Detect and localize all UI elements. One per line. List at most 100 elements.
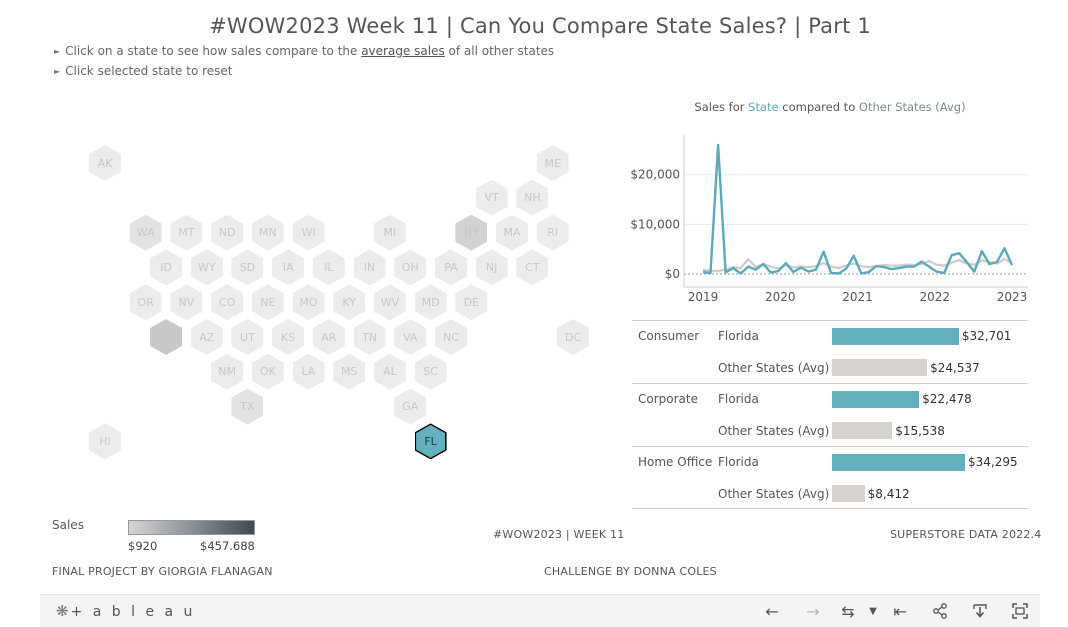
state-hex-tn[interactable]: TN [353,319,386,355]
state-bar[interactable] [832,454,965,471]
state-hex-ny[interactable]: NY [455,214,488,251]
avg-row-label: Other States (Avg) [718,487,830,501]
x-tick-label: 2019 [688,290,719,304]
footer-challenge: CHALLENGE BY DONNA COLES [544,565,717,578]
download-icon[interactable] [968,599,992,623]
state-row-label: Florida [718,329,759,343]
state-hex-fl[interactable]: FL [414,423,447,460]
state-hex-hi[interactable]: HI [89,423,121,460]
state-row-label: Florida [718,455,759,469]
state-hex-al[interactable]: AL [373,353,406,390]
tableau-cross-icon: ❋ [56,602,69,620]
state-hex-mt[interactable]: MT [170,214,203,251]
state-hex-oh[interactable]: OH [394,249,427,286]
state-hex-az[interactable]: AZ [190,319,223,355]
undo-icon[interactable]: ← [765,601,779,621]
state-hex-nv[interactable]: NV [170,284,203,321]
average-sales-link[interactable]: average sales [361,44,445,58]
state-hex-pa[interactable]: PA [434,249,467,286]
state-hex-id[interactable]: ID [150,249,183,286]
revert-dropdown-icon[interactable]: ▼ [869,605,877,617]
share-icon[interactable] [928,599,952,623]
tableau-logo[interactable]: ❋ + a b l e a u [56,602,195,620]
state-bar-value: $32,701 [961,329,1012,343]
state-hex-in[interactable]: IN [353,249,386,286]
state-hex-label: FL [416,424,446,458]
state-hex-sc[interactable]: SC [414,353,447,390]
avg-bar[interactable] [832,359,928,376]
sales-color-legend [128,520,255,535]
state-hex-mn[interactable]: MN [251,214,284,251]
footer-author: FINAL PROJECT BY GIORGIA FLANAGAN [52,565,273,578]
fullscreen-icon[interactable] [1008,599,1032,623]
state-bar[interactable] [832,391,920,408]
legend-max: $457.688 [200,539,255,553]
state-hex-nm[interactable]: NM [211,353,244,390]
state-hex-mo[interactable]: MO [292,284,325,321]
state-hex-co[interactable]: CO [211,284,244,321]
state-hex-or[interactable]: OR [129,284,162,321]
segment-label: Consumer [638,329,700,343]
state-hex-ne[interactable]: NE [251,284,284,321]
avg-bar[interactable] [832,485,865,502]
state-hex-ia[interactable]: IA [272,249,305,286]
title-part: compared to [778,100,859,114]
logo-text: + a b l e a u [70,604,196,620]
avg-bar-value: $15,538 [895,424,945,438]
state-hex-dc[interactable]: DC [557,319,590,355]
state-hex-ca[interactable]: CA [150,319,183,355]
avg-row-label: Other States (Avg) [718,361,830,375]
avg-bar-value: $8,412 [867,487,910,501]
instruction-1: ► Click on a state to see how sales compa… [54,44,554,58]
state-hex-va[interactable]: VA [394,319,427,355]
segment-corporate: Corporate Florida $22,478 Other States (… [632,383,1028,446]
sales-line-chart[interactable]: $0 $10,000 $20,000 2019 2020 2021 2022 2023 [620,125,1040,310]
state-hex-nh[interactable]: NH [516,179,549,216]
state-hex-ut[interactable]: UT [231,319,264,355]
segment-consumer: Consumer Florida $32,701 Other States (A… [632,320,1028,383]
state-hex-nd[interactable]: ND [211,214,244,251]
state-hex-wy[interactable]: WY [190,249,223,286]
state-hex-ms[interactable]: MS [333,353,366,390]
state-hex-sd[interactable]: SD [231,249,264,286]
state-hex-de[interactable]: DE [455,284,488,321]
state-bar-value: $22,478 [922,392,972,406]
state-hex-wv[interactable]: WV [373,284,406,321]
state-bar-value: $34,295 [968,455,1018,469]
state-hex-map[interactable]: AK ME VT NH WA MT ND MN WI MI NY MA RI ID WY SD IA IL IN OH… [0,0,620,520]
x-tick-label: 2022 [919,290,950,304]
state-hex-me[interactable]: ME [536,145,569,181]
footer-wow: #WOW2023 | WEEK 11 [493,528,625,541]
instruction-2: ► Click selected state to reset [54,64,233,78]
revert-icon[interactable]: ⇆ [841,601,855,621]
avg-bar[interactable] [832,422,893,439]
state-hex-ak[interactable]: AK [89,145,121,181]
line-chart-title: Sales for State compared to Other States… [632,100,1028,114]
state-hex-tx[interactable]: TX [231,388,264,425]
state-hex-wa[interactable]: WA [129,214,162,251]
state-hex-la[interactable]: LA [292,353,325,390]
instruction-text: of all other states [444,44,555,58]
state-hex-mi[interactable]: MI [373,214,406,251]
state-hex-il[interactable]: IL [312,249,345,286]
state-hex-ok[interactable]: OK [251,353,284,390]
state-hex-ky[interactable]: KY [333,284,366,321]
state-hex-vt[interactable]: VT [475,179,508,216]
state-hex-ks[interactable]: KS [272,319,305,355]
state-hex-ri[interactable]: RI [536,214,569,251]
footer-data-source: SUPERSTORE DATA 2022.4 [890,528,1042,541]
state-hex-ma[interactable]: MA [496,214,528,251]
state-bar[interactable] [832,328,959,345]
redo-icon[interactable]: → [806,601,820,621]
dashboard-title: #WOW2023 Week 11 | Can You Compare State… [209,14,871,38]
state-hex-md[interactable]: MD [414,284,447,321]
state-hex-nj[interactable]: NJ [475,249,508,286]
state-hex-ar[interactable]: AR [312,319,345,355]
state-hex-ct[interactable]: CT [516,249,549,286]
state-row-label: Florida [718,392,759,406]
revert-all-icon[interactable]: ⇤ [893,601,907,621]
state-hex-ga[interactable]: GA [394,388,427,425]
state-hex-wi[interactable]: WI [292,214,325,251]
state-hex-nc[interactable]: NC [434,319,467,355]
title-state: State [748,100,779,114]
